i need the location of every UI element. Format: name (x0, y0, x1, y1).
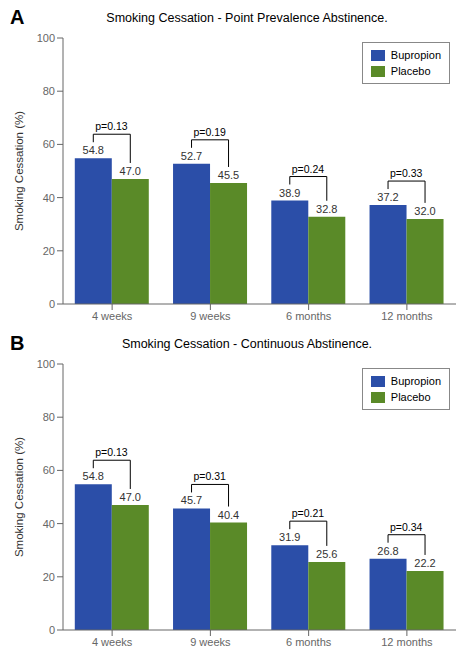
svg-text:80: 80 (43, 411, 55, 423)
svg-text:38.9: 38.9 (279, 187, 300, 199)
svg-text:0: 0 (49, 298, 55, 310)
html-text:Smoking Cessation - Continuous: Smoking Cessation - Continuous Abstinenc… (121, 337, 373, 351)
svg-text:6 months: 6 months (286, 310, 332, 322)
svg-text:100: 100 (37, 32, 55, 44)
svg-text:6 months: 6 months (286, 636, 332, 648)
svg-text:26.8: 26.8 (377, 545, 398, 557)
svg-text:9 weeks: 9 weeks (190, 310, 231, 322)
svg-text:52.7: 52.7 (181, 150, 202, 162)
svg-text:37.2: 37.2 (377, 191, 398, 203)
svg-text:47.0: 47.0 (120, 165, 141, 177)
html-text:B: B (10, 332, 25, 354)
svg-text:45.5: 45.5 (218, 169, 239, 181)
svg-text:p=0.19: p=0.19 (194, 126, 227, 138)
svg-text:12 months: 12 months (381, 636, 433, 648)
svg-text:54.8: 54.8 (83, 144, 104, 156)
svg-text:20: 20 (43, 571, 55, 583)
svg-text:p=0.31: p=0.31 (194, 470, 227, 482)
svg-text:0: 0 (49, 624, 55, 636)
svg-text:40: 40 (43, 518, 55, 530)
svg-text:45.7: 45.7 (181, 494, 202, 506)
html-text:A: A (10, 6, 25, 28)
svg-text:4 weeks: 4 weeks (92, 310, 133, 322)
html-text:Placebo: Placebo (390, 391, 431, 403)
svg-text:80: 80 (43, 85, 55, 97)
svg-text:60: 60 (43, 138, 55, 150)
svg-text:p=0.13: p=0.13 (95, 120, 128, 132)
html-text:Placebo: Placebo (390, 65, 431, 77)
svg-text:p=0.21: p=0.21 (292, 507, 325, 519)
svg-text:p=0.24: p=0.24 (292, 163, 325, 175)
svg-text:p=0.33: p=0.33 (390, 167, 423, 179)
svg-text:20: 20 (43, 245, 55, 257)
svg-text:31.9: 31.9 (279, 531, 300, 543)
html-text:Bupropion: Bupropion (390, 375, 441, 387)
html-text:Bupropion: Bupropion (390, 49, 441, 61)
svg-text:40: 40 (43, 192, 55, 204)
html-text:Smoking Cessation - Point Prev: Smoking Cessation - Point Prevalence Abs… (106, 11, 388, 25)
svg-text:47.0: 47.0 (120, 491, 141, 503)
svg-text:40.4: 40.4 (218, 509, 239, 521)
svg-text:p=0.34: p=0.34 (390, 521, 423, 533)
svg-text:54.8: 54.8 (83, 470, 104, 482)
svg-text:60: 60 (43, 464, 55, 476)
svg-text:22.2: 22.2 (414, 557, 435, 569)
svg-text:25.6: 25.6 (316, 548, 337, 560)
svg-text:12 months: 12 months (381, 310, 433, 322)
svg-text:p=0.13: p=0.13 (95, 446, 128, 458)
svg-text:Smoking Cessation (%): Smoking Cessation (%) (13, 111, 25, 231)
svg-text:100: 100 (37, 358, 55, 370)
svg-text:32.8: 32.8 (316, 203, 337, 215)
svg-text:32.0: 32.0 (414, 205, 435, 217)
svg-text:4 weeks: 4 weeks (92, 636, 133, 648)
svg-text:Smoking Cessation (%): Smoking Cessation (%) (13, 437, 25, 557)
svg-text:9 weeks: 9 weeks (190, 636, 231, 648)
